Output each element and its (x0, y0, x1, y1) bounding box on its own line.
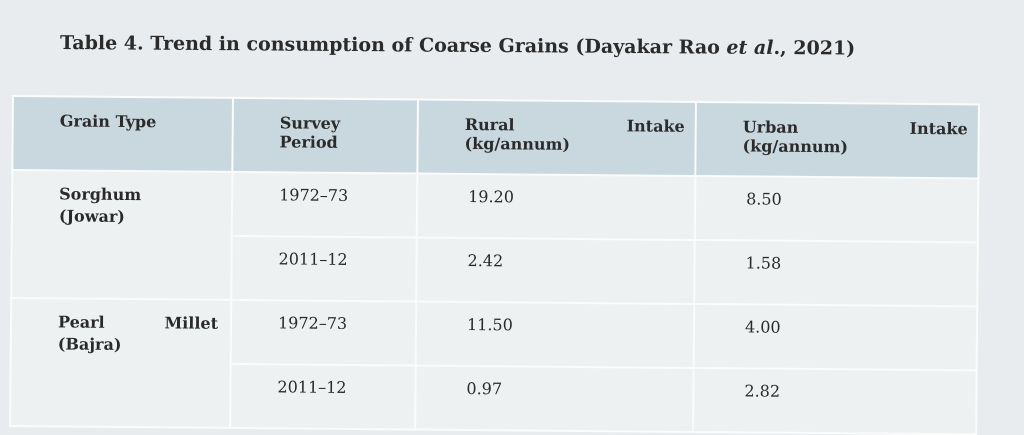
urban-intake-cell: 2.82 (693, 367, 977, 435)
table-row: Sorghum (Jowar) 1972–73 19.20 8.50 (11, 170, 979, 300)
survey-period-cell: 2011–12 (231, 235, 417, 302)
caption-italic: et al (726, 36, 774, 59)
header-grain-type: Grain Type (12, 96, 233, 172)
grain-cell-sorghum: Sorghum (Jowar) (11, 170, 233, 300)
rural-intake-cell: 11.50 (415, 301, 695, 368)
rural-intake-cell: 2.42 (416, 237, 695, 304)
survey-period-cell: 2011–12 (230, 363, 416, 430)
grain-cell-pearl-millet: Pearl Millet (Bajra) (10, 298, 232, 428)
table-caption: Table 4. Trend in consumption of Coarse … (60, 32, 855, 60)
consumption-table-wrapper: Grain Type Survey Period Rural Intake (kg… (9, 95, 980, 435)
caption-prefix: Table 4. Trend in consumption of Coarse … (59, 32, 727, 59)
survey-period-cell: 1972–73 (231, 171, 418, 238)
header-rural-intake: Rural Intake (kg/annum) (417, 99, 696, 176)
rural-intake-cell: 19.20 (416, 173, 696, 240)
urban-intake-cell: 4.00 (693, 303, 978, 371)
table-header-row: Grain Type Survey Period Rural Intake (kg… (12, 96, 979, 179)
table-row: Pearl Millet (Bajra) 1972–73 11.50 4.00 (10, 298, 978, 428)
survey-period-cell: 1972–73 (230, 299, 417, 366)
urban-intake-cell: 8.50 (694, 175, 979, 243)
consumption-table: Grain Type Survey Period Rural Intake (kg… (9, 95, 980, 435)
header-urban-intake: Urban Intake (kg/annum) (695, 101, 979, 179)
urban-intake-cell: 1.58 (694, 239, 978, 307)
header-survey-period: Survey Period (232, 97, 418, 174)
rural-intake-cell: 0.97 (415, 365, 694, 432)
caption-suffix: ., 2021) (773, 36, 856, 60)
